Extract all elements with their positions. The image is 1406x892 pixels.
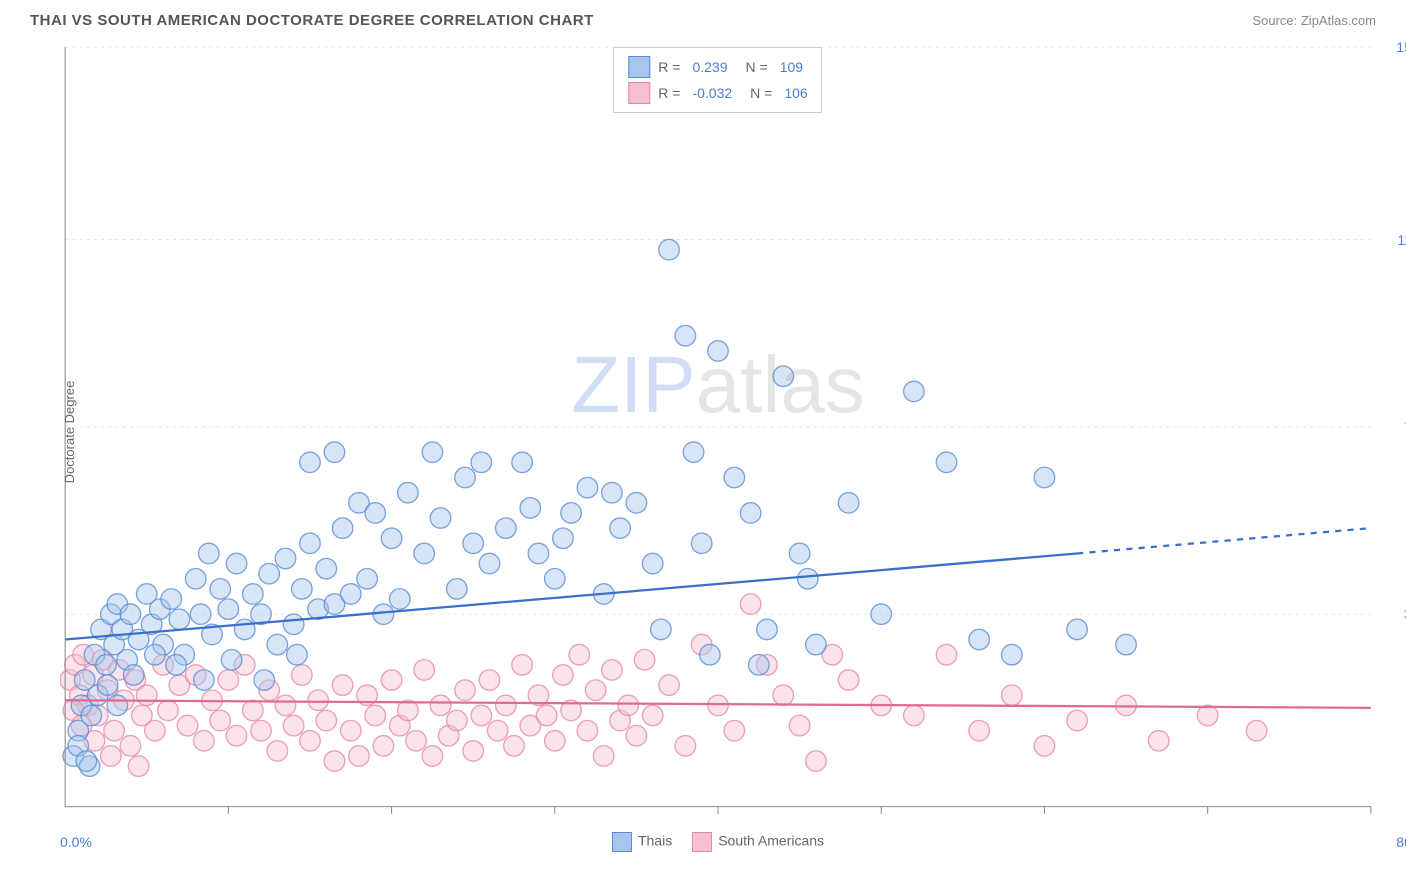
legend-item-south-americans: South Americans xyxy=(692,832,824,852)
legend-swatch-icon xyxy=(692,832,712,852)
y-tick-label: 7.5% xyxy=(1381,419,1406,435)
chart-title: THAI VS SOUTH AMERICAN DOCTORATE DEGREE … xyxy=(30,12,594,29)
legend-n-label: N = xyxy=(750,85,772,101)
series-legend: Thais South Americans xyxy=(612,832,824,852)
chart-area: Doctorate Degree ZIPatlas 3.8%7.5%11.2%1… xyxy=(60,42,1376,822)
legend-swatch-icon xyxy=(612,832,632,852)
scatter-plot xyxy=(60,42,1376,822)
legend-n-label: N = xyxy=(746,59,768,75)
x-axis-end-label: 80.0% xyxy=(1396,834,1406,850)
legend-row-south-americans: R = -0.032 N = 106 xyxy=(628,80,807,106)
legend-r-label: R = xyxy=(658,59,680,75)
legend-swatch-south-americans xyxy=(628,82,650,104)
legend-label-sa: South Americans xyxy=(718,833,824,849)
x-axis-start-label: 0.0% xyxy=(60,834,92,850)
y-tick-label: 15.0% xyxy=(1381,39,1406,55)
legend-r-value-sa: -0.032 xyxy=(692,85,732,101)
legend-row-thais: R = 0.239 N = 109 xyxy=(628,54,807,80)
source-citation: Source: ZipAtlas.com xyxy=(1252,13,1376,28)
legend-n-value-sa: 106 xyxy=(784,85,807,101)
legend-label-thais: Thais xyxy=(638,833,672,849)
legend-swatch-thais xyxy=(628,56,650,78)
y-tick-label: 11.2% xyxy=(1381,232,1406,248)
source-label: Source: xyxy=(1252,13,1297,28)
legend-n-value-thais: 109 xyxy=(780,59,803,75)
legend-r-value-thais: 0.239 xyxy=(692,59,727,75)
correlation-legend: R = 0.239 N = 109 R = -0.032 N = 106 xyxy=(613,47,822,113)
source-link[interactable]: ZipAtlas.com xyxy=(1301,13,1376,28)
chart-header: THAI VS SOUTH AMERICAN DOCTORATE DEGREE … xyxy=(0,0,1406,37)
y-axis-label: Doctorate Degree xyxy=(62,381,77,484)
legend-item-thais: Thais xyxy=(612,832,672,852)
legend-r-label: R = xyxy=(658,85,680,101)
y-tick-label: 3.8% xyxy=(1381,606,1406,622)
